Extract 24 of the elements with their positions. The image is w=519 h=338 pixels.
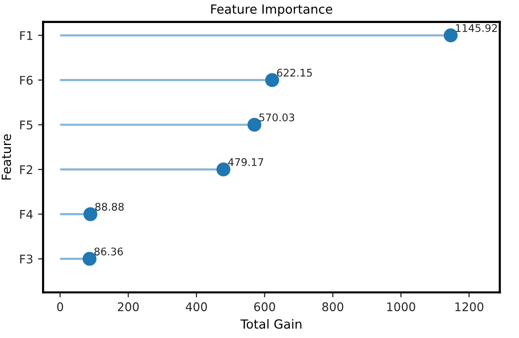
point — [444, 28, 458, 42]
data-label: 1145.92 — [456, 24, 497, 32]
data-label: 86.36 — [94, 248, 123, 256]
x-tick-label: 0 — [57, 302, 64, 312]
y-tick-label: F2 — [20, 165, 32, 174]
x-tick-label: 800 — [322, 302, 344, 312]
x-tick-label: 200 — [118, 302, 139, 312]
y-tick-label: F4 — [20, 210, 33, 219]
x-tick-label: 600 — [254, 302, 276, 312]
y-tick-label: F5 — [20, 120, 32, 130]
y-tick-label: F1 — [20, 31, 32, 40]
data-label: 570.03 — [259, 113, 294, 122]
point — [82, 252, 96, 266]
x-tick-label: 1000 — [387, 302, 416, 312]
x-tick-label: 400 — [186, 302, 207, 312]
x-axis-title: Total Gain — [240, 319, 302, 329]
y-tick-label: F3 — [20, 254, 32, 264]
x-tick-label: 1200 — [455, 302, 484, 312]
y-tick-label: F6 — [20, 76, 33, 85]
y-axis-title: Feature — [2, 134, 12, 180]
chart-title: Feature Importance — [211, 4, 332, 16]
data-label: 622.15 — [277, 68, 312, 77]
data-label: 479.17 — [228, 158, 264, 166]
data-label: 88.88 — [95, 202, 124, 211]
